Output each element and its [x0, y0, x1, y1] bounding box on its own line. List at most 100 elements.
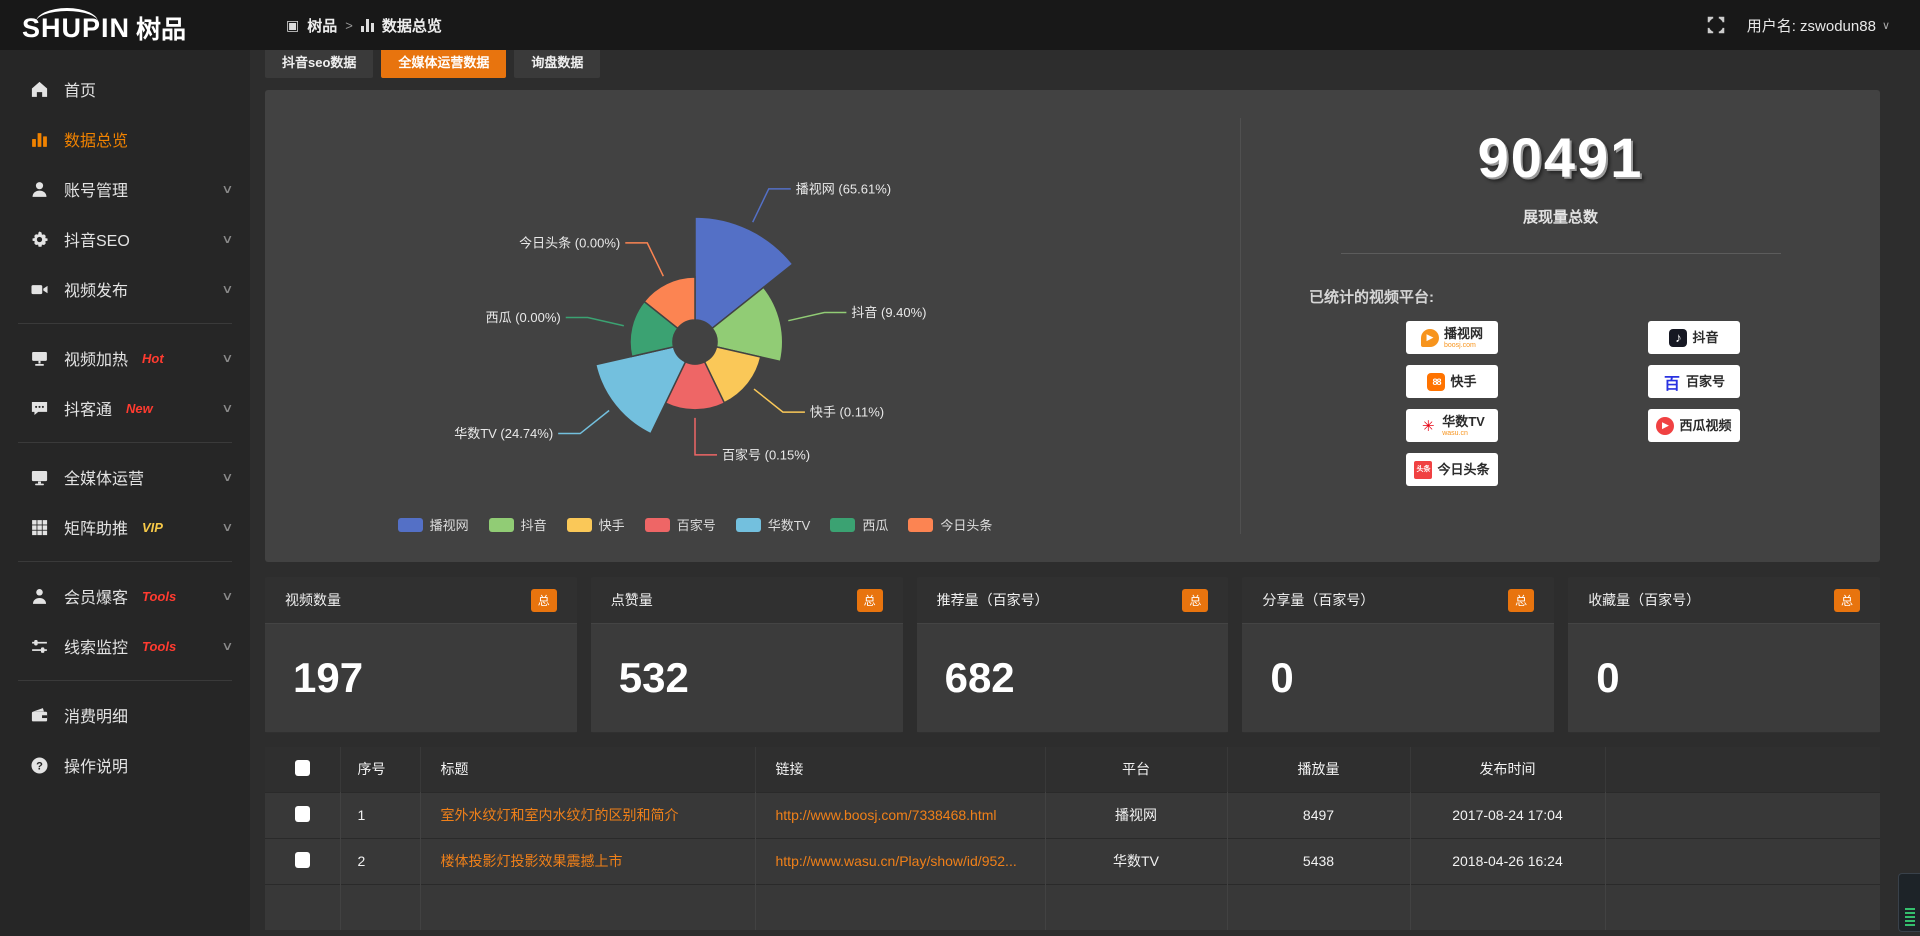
row-checkbox[interactable] [294, 805, 310, 822]
total-badge[interactable]: 总 [1508, 588, 1535, 612]
divider [1340, 253, 1781, 254]
sidebar-item-video-publish[interactable]: 视频发布 ∨ [0, 264, 250, 314]
total-badge[interactable]: 总 [1182, 588, 1209, 612]
sidebar-badge-hot: Hot [142, 350, 164, 366]
select-all-checkbox[interactable] [294, 759, 310, 776]
sidebar-item-video-heat[interactable]: 视频加热 Hot ∨ [0, 333, 250, 383]
column-header-6: 发布时间 [1410, 747, 1606, 792]
person-icon [30, 587, 49, 606]
total-badge[interactable]: 总 [530, 588, 557, 612]
floating-extension-widget[interactable] [1898, 873, 1920, 932]
sidebar-item-instructions[interactable]: ? 操作说明 [0, 740, 250, 790]
sidebar-item-clue-monitor[interactable]: 线索监控 Tools ∨ [0, 621, 250, 671]
fullscreen-icon[interactable] [1707, 16, 1725, 34]
baijia-logo-icon: 百 [1663, 375, 1680, 393]
stat-card-2: 推荐量（百家号） 总 682 [916, 577, 1229, 733]
sidebar-item-label: 消费明细 [64, 709, 129, 726]
monitor-icon [30, 468, 49, 487]
legend-label: 快手 [598, 518, 625, 533]
sidebar-item-label: 线索监控 [64, 640, 129, 657]
cell-link[interactable]: http://www.wasu.cn/Play/show/id/952... [755, 837, 1046, 884]
table-row: 2 楼体投影灯投影效果震撼上市 http://www.wasu.cn/Play/sh… [265, 837, 1880, 884]
stat-card-title: 推荐量（百家号） [936, 592, 1049, 608]
pie-label-line [558, 409, 610, 435]
data-tabs: 抖音seo数据 全媒体运营数据 询盘数据 [265, 45, 1880, 78]
legend-swatch [397, 517, 423, 532]
cell-title[interactable]: 室外水纹灯和室内水纹灯的区别和简介 [420, 791, 756, 838]
sidebar-item-douyin-seo[interactable]: 抖音SEO ∨ [0, 214, 250, 264]
chevron-down-icon: ∨ [221, 282, 234, 296]
videos-table-wrap: 序号 标题 链接 平台 播放量 发布时间 1 室外水纹灯和室内水纹灯的区别和简介 http:/… [265, 747, 1880, 930]
stat-card-3: 分享量（百家号） 总 0 [1242, 577, 1555, 733]
platform-badge-kuaishou: 88 快手 [1406, 365, 1498, 398]
pie-slice-抖音[interactable] [711, 286, 784, 363]
sidebar-item-label: 抖客通 [64, 402, 113, 419]
cell-title[interactable]: 楼体投影灯投影效果震撼上市 [420, 837, 756, 884]
legend-swatch [488, 517, 514, 532]
sidebar-item-label: 首页 [64, 83, 97, 100]
legend-item-西瓜[interactable]: 西瓜 [830, 515, 888, 534]
pie-slice-华数TV[interactable] [594, 345, 687, 435]
sidebar-item-consumption-detail[interactable]: 消费明细 [0, 690, 250, 740]
tab-2[interactable]: 询盘数据 [514, 45, 601, 78]
legend-item-百家号[interactable]: 百家号 [644, 515, 716, 534]
logo-arc-decoration [36, 8, 98, 22]
cell-seq: 2 [340, 837, 421, 884]
chevron-down-icon: ∨ [221, 589, 234, 603]
stat-card-header: 推荐量（百家号） 总 [916, 577, 1229, 624]
tab-1-active[interactable]: 全媒体运营数据 [381, 45, 507, 78]
pie-slice-快手[interactable] [703, 345, 762, 404]
grid-icon [30, 518, 49, 537]
pie-slice-播视网[interactable] [694, 216, 794, 330]
breadcrumb-root[interactable]: 树品 [307, 17, 338, 35]
legend-item-华数TV[interactable]: 华数TV [735, 515, 810, 534]
top-bar: SHUPIN 树品 ▣ 树品 > 数据总览 用户名: zswodun88 ∨ [0, 0, 1920, 50]
platforms-label: 已统计的视频平台: [1309, 289, 1434, 306]
kuaishou-logo-icon: 88 [1427, 372, 1446, 391]
impressions-overview: 90491 展现量总数 已统计的视频平台: ▶ 播视网 boosj.com ♪ 抖音 88… [1241, 90, 1880, 562]
total-badge[interactable]: 总 [856, 588, 883, 612]
sidebar-item-member-burst[interactable]: 会员爆客 Tools ∨ [0, 571, 250, 621]
sliders-icon [30, 637, 49, 656]
user-menu[interactable]: 用户名: zswodun88 ∨ [1747, 15, 1890, 36]
sidebar-item-media-operation[interactable]: 全媒体运营 ∨ [0, 452, 250, 502]
sidebar-item-home[interactable]: 首页 [0, 64, 250, 114]
sidebar-item-label: 矩阵助推 [64, 521, 129, 538]
wasu-logo-icon: ✳ [1421, 417, 1435, 435]
platform-badge-xigua: ▶ 西瓜视频 [1648, 409, 1740, 442]
pie-label-华数TV: 华数TV (24.74%) [454, 426, 553, 441]
sidebar-item-account-manage[interactable]: 账号管理 ∨ [0, 164, 250, 214]
legend-label: 播视网 [429, 518, 469, 533]
sidebar-item-matrix-boost[interactable]: 矩阵助推 VIP ∨ [0, 502, 250, 552]
sidebar-badge-tools: Tools [142, 588, 177, 604]
row-checkbox[interactable] [294, 851, 310, 868]
gear-icon [30, 230, 49, 249]
sidebar-item-douketong[interactable]: 抖客通 New ∨ [0, 383, 250, 433]
legend-item-抖音[interactable]: 抖音 [488, 515, 547, 534]
app-logo[interactable]: SHUPIN 树品 [0, 4, 250, 46]
legend-label: 今日头条 [940, 518, 993, 533]
pie-label-line [753, 388, 805, 413]
sidebar-item-data-overview[interactable]: 数据总览 [0, 114, 250, 164]
stat-card-body: 197 [265, 624, 577, 732]
column-header-7 [1605, 747, 1880, 792]
stat-card-value: 0 [1270, 654, 1294, 701]
cell-time: 2017-08-24 17:04 [1410, 791, 1606, 838]
pie-label-播视网: 播视网 (65.61%) [796, 181, 891, 196]
legend-item-快手[interactable]: 快手 [566, 515, 625, 534]
pie-slice-今日头条[interactable] [643, 276, 696, 330]
platform-badge-douyin: ♪ 抖音 [1648, 321, 1740, 354]
user-label: 用户名: zswodun88 [1746, 17, 1876, 35]
wallet-icon [30, 706, 49, 725]
legend-item-播视网[interactable]: 播视网 [397, 515, 469, 534]
total-badge[interactable]: 总 [1833, 588, 1860, 612]
cell-link[interactable]: http://www.boosj.com/7338468.html [755, 791, 1046, 838]
legend-item-今日头条[interactable]: 今日头条 [908, 515, 992, 534]
platform-name: 百家号 [1685, 374, 1725, 389]
tab-0[interactable]: 抖音seo数据 [265, 45, 374, 78]
platform-domain: wasu.cn [1442, 429, 1468, 437]
chevron-down-icon: ∨ [221, 351, 234, 365]
stat-card-value: 197 [293, 654, 364, 701]
pie-slice-西瓜[interactable] [629, 300, 679, 358]
breadcrumb-root-icon: ▣ [286, 16, 300, 33]
